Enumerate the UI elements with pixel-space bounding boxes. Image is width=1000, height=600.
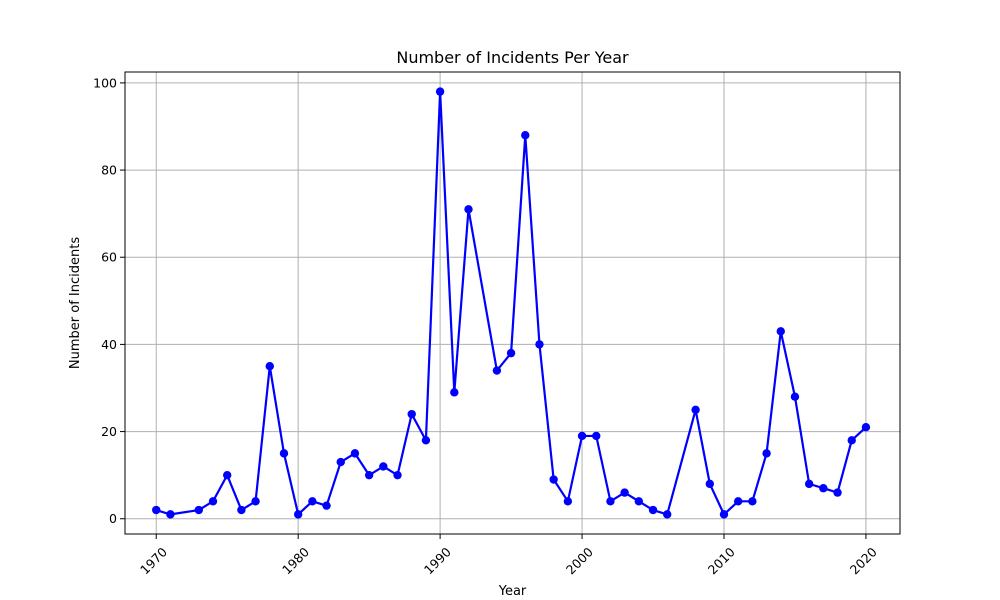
series-layer — [152, 87, 871, 519]
y-tick-label: 100 — [93, 75, 117, 90]
y-tick-label: 80 — [101, 163, 117, 178]
data-point — [663, 510, 672, 519]
data-point — [421, 436, 431, 445]
data-point — [819, 484, 828, 493]
data-point — [577, 431, 587, 441]
data-point — [833, 488, 842, 497]
data-point — [719, 510, 729, 519]
data-point — [804, 479, 814, 489]
data-point — [393, 470, 402, 480]
data-point — [861, 423, 871, 432]
y-tick-label: 40 — [101, 337, 117, 352]
data-point — [592, 431, 601, 441]
data-point — [166, 510, 175, 519]
plot-frame — [124, 71, 901, 535]
data-point — [620, 488, 629, 497]
data-point — [733, 497, 743, 506]
x-tick-label: 1970 — [137, 544, 170, 577]
data-point — [293, 510, 303, 519]
y-axis: 0 20 40 60 80 100 — [93, 75, 125, 526]
x-axis: 1970 1980 1990 2000 2010 2020 — [137, 534, 880, 577]
y-tick-label: 20 — [101, 424, 117, 439]
data-point — [762, 449, 771, 458]
data-point — [222, 470, 232, 480]
x-tick-label: 1990 — [421, 544, 454, 577]
chart-title: Number of Incidents Per Year — [396, 48, 629, 67]
data-point — [279, 449, 289, 458]
x-axis-label: Year — [498, 584, 527, 599]
data-point — [251, 497, 260, 506]
y-tick-label: 60 — [101, 250, 117, 265]
data-point — [492, 366, 502, 375]
data-point — [748, 497, 757, 506]
y-axis-label: Number of Incidents — [68, 237, 83, 369]
data-point — [407, 409, 416, 419]
data-point — [535, 340, 544, 349]
data-point — [691, 405, 700, 414]
data-point — [350, 449, 360, 458]
data-point — [847, 436, 856, 445]
data-point — [336, 457, 345, 467]
x-tick-label: 1980 — [279, 544, 312, 577]
data-point — [506, 348, 516, 358]
x-tick-label: 2010 — [705, 544, 738, 577]
data-point — [705, 479, 714, 489]
data-point — [208, 497, 218, 506]
data-point — [308, 497, 317, 506]
data-point — [237, 505, 246, 515]
data-point — [549, 475, 558, 484]
data-point — [521, 130, 530, 140]
x-tick-label: 2020 — [847, 544, 880, 577]
grid — [125, 72, 900, 534]
data-point — [606, 497, 615, 506]
data-point — [648, 505, 658, 515]
data-point — [563, 497, 573, 506]
data-point — [464, 205, 473, 214]
data-point — [379, 462, 388, 471]
data-point — [152, 505, 161, 515]
data-point — [194, 505, 204, 515]
data-point — [634, 497, 644, 506]
y-tick-label: 0 — [109, 511, 117, 526]
x-tick-label: 2000 — [563, 544, 596, 577]
data-point — [776, 327, 785, 336]
data-point — [364, 470, 374, 480]
data-point — [790, 392, 800, 401]
series-line — [155, 90, 867, 516]
data-point — [435, 87, 445, 96]
data-point — [322, 501, 331, 510]
data-point — [265, 361, 274, 371]
data-point — [450, 388, 459, 397]
